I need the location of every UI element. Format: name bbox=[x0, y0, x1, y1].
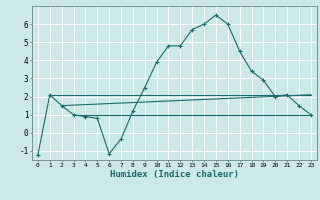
X-axis label: Humidex (Indice chaleur): Humidex (Indice chaleur) bbox=[110, 170, 239, 179]
